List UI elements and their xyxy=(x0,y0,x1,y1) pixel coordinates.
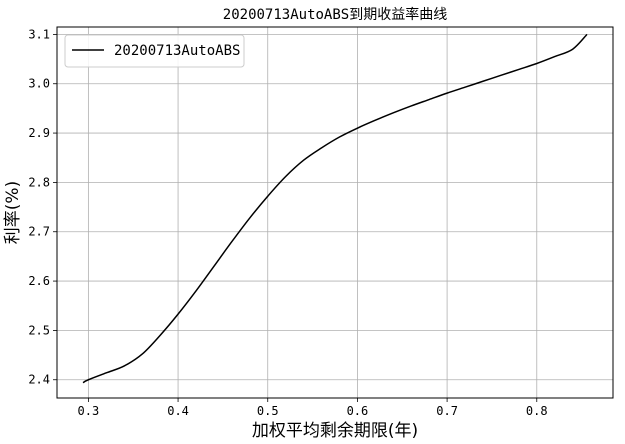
x-tick-label: 0.8 xyxy=(526,404,548,418)
y-tick-label: 2.4 xyxy=(28,373,50,387)
legend-box xyxy=(64,34,245,68)
y-tick-label: 3.1 xyxy=(28,27,50,41)
series-layer xyxy=(82,33,588,384)
legend-label: 20200713AutoABS xyxy=(114,43,240,59)
x-tick-label: 0.7 xyxy=(436,404,458,418)
y-tick-label: 2.8 xyxy=(28,175,50,189)
y-tick-label: 3.0 xyxy=(28,77,50,91)
y-axis-label: 利率(%) xyxy=(3,181,23,244)
y-tick-label: 2.5 xyxy=(28,323,50,337)
x-axis-label: 加权平均剩余期限(年) xyxy=(252,421,418,441)
series-line xyxy=(82,33,588,384)
grid xyxy=(57,27,613,398)
x-tick-label: 0.6 xyxy=(347,404,369,418)
x-tick-label: 0.4 xyxy=(167,404,189,418)
chart-title: 20200713AutoABS到期收益率曲线 xyxy=(223,6,447,23)
y-tick-label: 2.6 xyxy=(28,274,50,288)
x-tick-label: 0.5 xyxy=(257,404,279,418)
legend: 20200713AutoABS xyxy=(64,34,245,68)
y-tick-label: 2.9 xyxy=(28,126,50,140)
y-tick-label: 2.7 xyxy=(28,225,50,239)
ticks: 0.3 0.4 0.5 0.6 0.7 0.8 2.4 2.5 2.6 2.7 2.8 2.9 3.0 3… xyxy=(28,27,547,418)
x-tick-label: 0.3 xyxy=(78,404,100,418)
plot-frame xyxy=(56,26,614,399)
